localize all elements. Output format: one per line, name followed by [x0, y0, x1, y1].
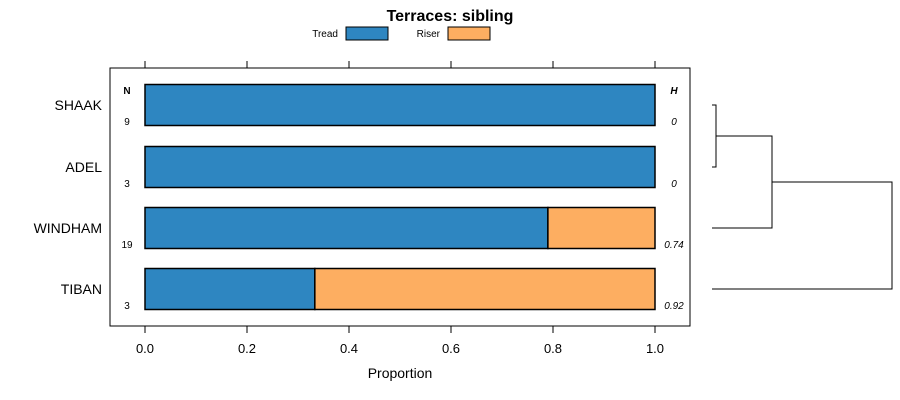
bar-windham-tread	[144, 206, 549, 250]
category-label-shaak: SHAAK	[55, 97, 103, 113]
x-tick-label: 0.8	[544, 341, 562, 356]
n-value: 3	[124, 179, 130, 190]
legend-swatch-tread	[345, 26, 389, 41]
x-tick-label: 0.6	[442, 341, 460, 356]
h-header: H	[670, 86, 678, 97]
plot-frame	[109, 67, 691, 327]
dendrogram-branch-tiban	[712, 181, 893, 290]
h-value: 0	[671, 117, 677, 128]
h-value: 0.92	[664, 301, 684, 312]
n-column: N 9 3 19 3	[121, 86, 133, 312]
category-labels: SHAAK ADEL WINDHAM TIBAN	[34, 97, 103, 297]
x-tick-label: 1.0	[646, 341, 664, 356]
n-header: N	[123, 86, 130, 97]
bar-tiban-tread	[144, 267, 316, 311]
bars	[144, 83, 656, 311]
x-tick-label: 0.2	[238, 341, 256, 356]
legend-label-tread: Tread	[312, 29, 338, 40]
dendrogram-branch-shaak-adel	[712, 104, 717, 168]
category-label-adel: ADEL	[65, 159, 102, 175]
n-value: 3	[124, 301, 130, 312]
x-axis: 0.0 0.2 0.4 0.6 0.8 1.0	[136, 326, 664, 356]
x-tick-label: 0.4	[340, 341, 358, 356]
bar-tiban-riser	[314, 267, 656, 311]
chart-title: Terraces: sibling	[387, 8, 514, 25]
x-axis-label: Proportion	[368, 365, 433, 381]
category-label-windham: WINDHAM	[34, 220, 102, 236]
legend-swatch-riser	[447, 26, 491, 41]
bar-adel-tread	[144, 145, 656, 189]
legend: Tread Riser	[312, 26, 491, 41]
dendrogram	[712, 104, 893, 290]
legend-label-riser: Riser	[417, 29, 441, 40]
n-value: 19	[121, 240, 133, 251]
n-value: 9	[124, 117, 130, 128]
h-value: 0.74	[664, 240, 684, 251]
dendrogram-branch-windham	[712, 135, 773, 229]
bar-windham-riser	[547, 206, 656, 250]
x-tick-label: 0.0	[136, 341, 154, 356]
bar-shaak-tread	[144, 83, 656, 127]
h-value: 0	[671, 179, 677, 190]
top-ticks	[144, 61, 656, 68]
category-label-tiban: TIBAN	[61, 281, 102, 297]
h-column: H 0 0 0.74 0.92	[664, 86, 684, 312]
